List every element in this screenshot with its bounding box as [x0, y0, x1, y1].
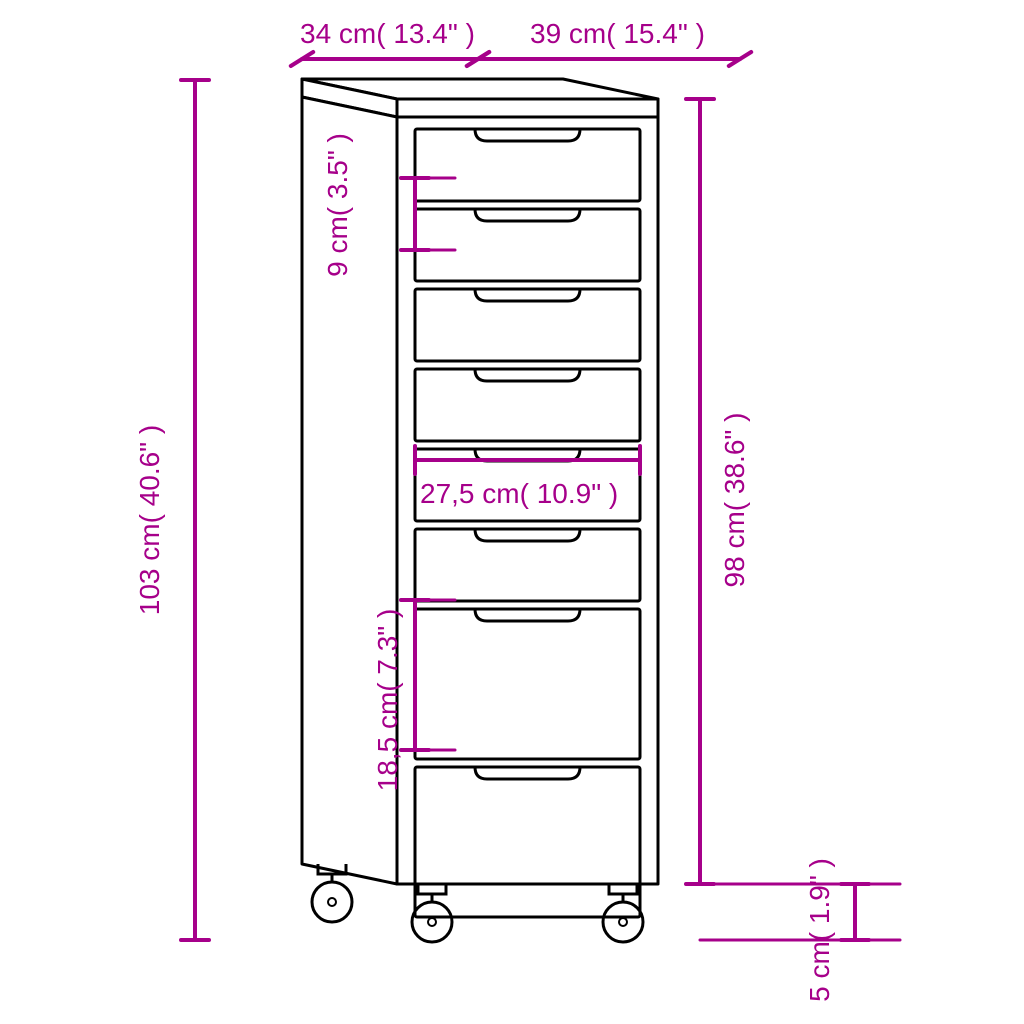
dim-label-height_body: 98 cm( 38.6" ) [719, 413, 751, 588]
dim-label-drawer_large: 18,5 cm( 7.3" ) [372, 609, 404, 792]
dim-label-drawer_width: 27,5 cm( 10.9" ) [420, 478, 618, 510]
dim-label-caster: 5 cm( 1.9" ) [804, 858, 836, 1002]
dim-label-height_total: 103 cm( 40.6" ) [134, 425, 166, 615]
dim-label-width: 39 cm( 15.4" ) [530, 18, 705, 50]
dim-label-depth: 34 cm( 13.4" ) [300, 18, 475, 50]
dim-label-drawer_small: 9 cm( 3.5" ) [322, 133, 354, 277]
